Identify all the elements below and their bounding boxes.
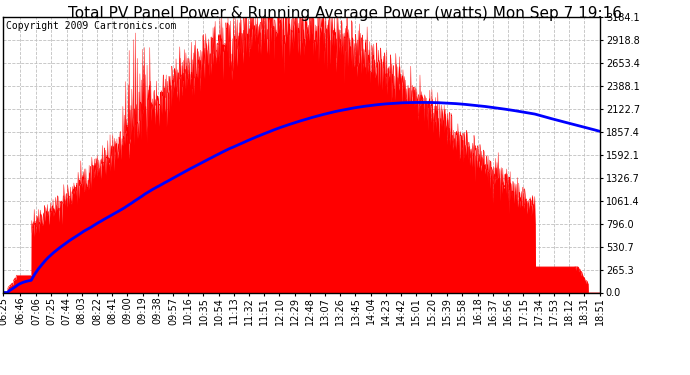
Text: Copyright 2009 Cartronics.com: Copyright 2009 Cartronics.com [6,21,177,31]
Text: Total PV Panel Power & Running Average Power (watts) Mon Sep 7 19:16: Total PV Panel Power & Running Average P… [68,6,622,21]
